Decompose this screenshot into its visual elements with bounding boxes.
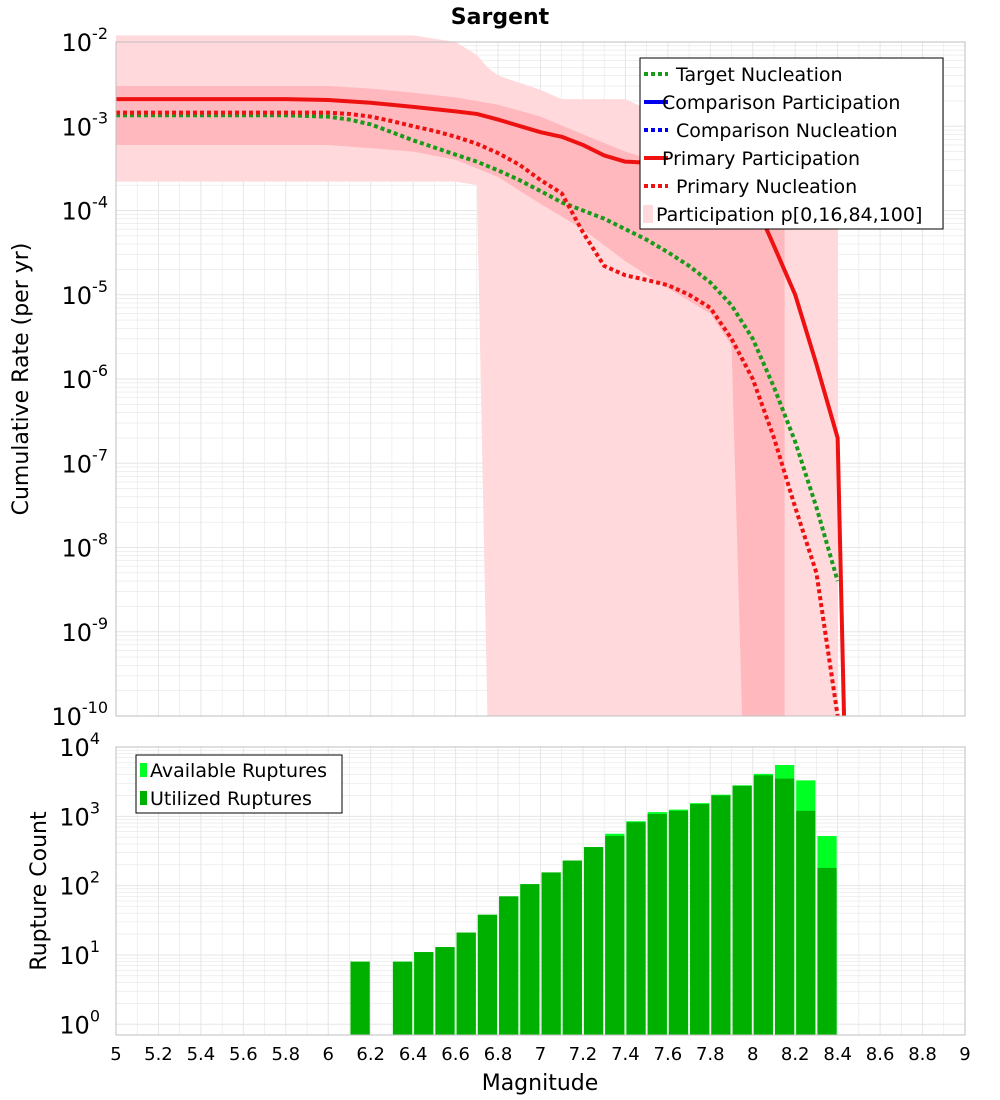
y-tick-label: 10-3 [62, 108, 109, 141]
x-tick-label: 6.2 [356, 1044, 385, 1065]
top-plot-frame [115, 41, 966, 717]
bar-utilized [774, 778, 795, 1035]
legend-label: Target Nucleation [675, 64, 843, 86]
legend-swatch [643, 205, 653, 223]
bar-utilized [520, 884, 540, 1035]
x-tick-label: 6.8 [484, 1044, 513, 1065]
bar-utilized [668, 810, 689, 1035]
bottom-plot-frame [115, 746, 966, 1036]
legend-label: Available Ruptures [150, 760, 327, 782]
bar-utilized [605, 836, 625, 1035]
bottom-legend: Available Ruptures Utilized Ruptures [135, 754, 343, 814]
legend-label: Comparison Nucleation [676, 120, 898, 142]
legend-label: Utilized Ruptures [150, 788, 312, 810]
x-tick-label: 8.4 [823, 1044, 852, 1065]
bar-utilized [435, 947, 455, 1035]
x-tick-label: 7.4 [611, 1044, 640, 1065]
top-y-axis-label: Cumulative Rate (per yr) [9, 243, 34, 516]
bar-utilized [499, 896, 519, 1035]
x-tick-label: 7.8 [696, 1044, 725, 1065]
y-tick-label: 10-9 [62, 614, 109, 647]
top-legend: Target Nucleation Comparison Participatio… [639, 57, 944, 230]
bar-utilized [392, 961, 413, 1035]
y-tick-label: 10-5 [62, 277, 109, 310]
legend-swatch [140, 763, 147, 777]
bar-utilized [583, 847, 604, 1035]
y-tick-label: 104 [59, 729, 100, 762]
bottom-y-tick-labels: 104 103 102 101 100 [59, 729, 100, 1039]
legend-label: Participation p[0,16,84,100] [656, 204, 922, 226]
chart-title: Sargent [451, 5, 550, 30]
bar-utilized [647, 813, 667, 1035]
bar-utilized [711, 795, 731, 1035]
legend-label: Primary Participation [662, 148, 860, 170]
x-tick-label: 6 [323, 1044, 334, 1065]
rupture-count-bars [350, 764, 837, 1035]
legend-swatch [140, 791, 147, 805]
x-tick-label: 5.4 [187, 1044, 216, 1065]
y-tick-label: 10-4 [62, 193, 109, 226]
y-tick-label: 10-7 [62, 445, 109, 478]
y-tick-label: 10-10 [51, 698, 108, 731]
rate-series-lines [116, 97, 847, 717]
bar-utilized [562, 860, 582, 1035]
x-tick-label: 8.6 [866, 1044, 895, 1065]
y-tick-label: 103 [59, 798, 100, 831]
legend-label: Comparison Participation [662, 92, 900, 114]
band-p[16,84] [116, 86, 785, 716]
y-tick-label: 10-8 [62, 530, 109, 563]
y-tick-label: 102 [59, 868, 100, 901]
x-tick-label: 7.6 [654, 1044, 683, 1065]
x-tick-label: 9 [959, 1044, 970, 1065]
x-axis-label: Magnitude [482, 1071, 599, 1096]
y-tick-label: 101 [59, 937, 100, 970]
legend-label: Primary Nucleation [676, 176, 857, 198]
bar-utilized [541, 872, 561, 1035]
y-tick-label: 10-6 [62, 361, 109, 394]
bar-utilized [456, 932, 476, 1035]
legend-box [135, 754, 343, 814]
x-tick-label: 6.6 [441, 1044, 470, 1065]
bottom-y-axis-label: Rupture Count [27, 811, 52, 971]
x-tick-label: 5.6 [229, 1044, 258, 1065]
y-tick-label: 10-2 [62, 24, 109, 57]
legend-box [639, 57, 944, 230]
bar-utilized [626, 822, 646, 1035]
bar-utilized [414, 952, 434, 1035]
bar-utilized [817, 867, 837, 1035]
x-tick-label: 5 [110, 1044, 121, 1065]
x-tick-labels: 5 5.2 5.4 5.6 5.8 6 6.2 6.4 6.6 6.8 7 7.2 7.4 7.6 7.8 8… [110, 1044, 970, 1065]
y-tick-label: 100 [59, 1006, 100, 1039]
top-y-tick-labels: 10-2 10-3 10-4 10-5 10-6 10-7 10-8 10-9 10-10 [51, 24, 108, 731]
x-tick-label: 8.2 [781, 1044, 810, 1065]
series-line-target-nucleation [116, 113, 840, 582]
bar-utilized [753, 775, 773, 1035]
bar-utilized [796, 810, 816, 1035]
x-tick-label: 7.2 [569, 1044, 598, 1065]
bar-utilized [477, 914, 498, 1035]
bar-utilized [732, 785, 752, 1035]
series-line-primary-nucleation [116, 110, 840, 717]
x-tick-label: 5.2 [144, 1044, 173, 1065]
x-tick-label: 8.8 [908, 1044, 937, 1065]
x-tick-label: 6.4 [399, 1044, 428, 1065]
x-tick-label: 7 [535, 1044, 546, 1065]
x-tick-label: 8 [747, 1044, 758, 1065]
x-tick-label: 5.8 [271, 1044, 300, 1065]
series-line-primary-participation [116, 97, 847, 717]
bar-utilized [350, 961, 370, 1035]
bar-utilized [690, 804, 710, 1035]
